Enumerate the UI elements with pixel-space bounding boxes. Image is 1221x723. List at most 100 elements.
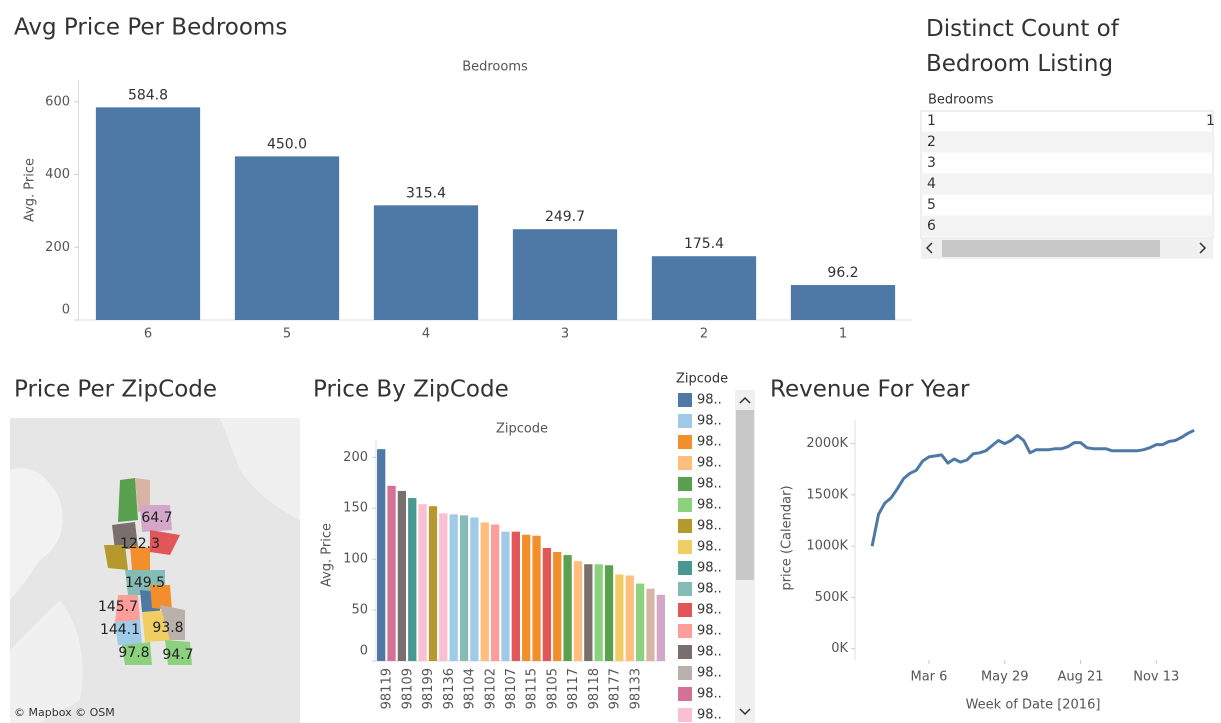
table-header: Bedrooms [928,93,994,108]
legend-swatch [678,540,692,554]
legend-label: 98.. [697,624,722,639]
scroll-up[interactable] [739,396,751,404]
bar [418,504,427,661]
x-tick-label: 98199 [421,668,436,709]
bar [428,506,438,661]
y-tick-label: 600 [45,94,70,109]
map-label: 97.8 [118,645,149,661]
x-tick-label: 98177 [608,668,623,709]
scroll-left[interactable] [925,242,933,254]
row-label: 5 [927,197,936,213]
bar [635,583,645,661]
bar [594,564,603,661]
x-tick-label: 3 [561,327,569,342]
bar [449,514,458,661]
x-tick-label: 4 [422,327,430,342]
x-tick-label: 6 [144,327,152,342]
bar [790,285,896,320]
legend-label: 98.. [697,414,722,429]
y-tick-label: 1500K [806,487,848,502]
map-label: 145.7 [98,599,138,615]
legend-label: 98.. [697,519,722,534]
legend-swatch [678,414,692,428]
legend-label: 98.. [697,456,722,471]
legend-swatch [678,582,692,596]
map-label: 149.5 [125,575,165,591]
legend-scrollbar-thumb[interactable] [736,410,754,580]
y-axis-label: Avg. Price [23,158,38,222]
legend-swatch [678,393,692,407]
legend-swatch [678,561,692,575]
bar [511,531,520,661]
zip-region [130,545,150,570]
x-tick-label: 5 [283,327,291,342]
x-axis-label: Week of Date [2016] [966,698,1101,713]
legend-swatch [678,519,692,533]
bar [656,594,665,661]
row-label: 6 [927,218,936,234]
legend-swatch [678,498,692,512]
x-tick-label: 98117 [566,668,581,709]
map [10,418,300,723]
map-label: 93.8 [152,620,183,636]
row-label: 4 [927,176,936,192]
data-label: 175.4 [684,236,724,252]
legend-label: 98.. [697,435,722,450]
zip-region [112,522,138,550]
x-tick-label: 98118 [587,668,602,709]
bar [604,565,614,661]
bar [615,574,624,661]
bar [584,564,593,661]
legend-swatch [678,624,692,638]
x-tick-label: Mar 6 [911,670,948,685]
y-tick-label: 400 [45,167,70,182]
legend-label: 98.. [697,393,722,408]
legend-swatch [678,456,692,470]
y-tick-label: 200 [45,240,70,255]
water [220,418,300,520]
legend-label: 98.. [697,603,722,618]
zip-region [104,545,128,570]
scroll-down[interactable] [739,708,751,716]
y-tick-label: 2000K [806,436,848,451]
x-tick-label: 98105 [545,668,560,709]
map-label: 94.7 [162,647,193,663]
bar [490,524,500,661]
scrollbar-thumb[interactable] [942,240,1160,257]
bar [387,485,396,661]
bar [459,515,469,661]
attribution: © Mapbox © OSM [14,706,115,719]
bar [470,517,479,661]
zip-region [115,595,140,622]
y-tick-label: 100 [343,552,368,567]
bar [439,513,448,661]
legend-label: 98.. [697,477,722,492]
y-tick-label: 500K [815,590,849,605]
zip-region [150,530,180,555]
row-label: 1 [927,113,936,129]
legend-swatch [678,603,692,617]
scroll-right[interactable] [1199,242,1207,254]
water [10,468,63,600]
map-label: 64.7 [141,510,172,526]
y-axis-label: Avg. Price [320,523,335,587]
zip-region [160,605,185,640]
legend-label: 98.. [697,666,722,681]
y-tick-label: 0 [62,303,70,318]
row-band [921,173,1213,195]
legend-label: 98.. [697,687,722,702]
legend-swatch [678,687,692,701]
x-tick-label: 98109 [400,668,415,709]
legend-swatch [678,477,692,491]
table-title: Distinct Count of Bedroom Listing [926,16,1119,77]
bar [512,229,618,320]
zip-region [122,642,152,665]
zip-region [140,505,172,532]
bar [553,552,562,661]
chart-title: Revenue For Year [770,377,970,403]
bar [408,498,417,661]
x-tick-label: 98119 [380,668,395,709]
y-tick-label: 1000K [806,539,848,554]
cell-value: 1 [1206,113,1215,129]
column-header: Bedrooms [462,60,528,75]
